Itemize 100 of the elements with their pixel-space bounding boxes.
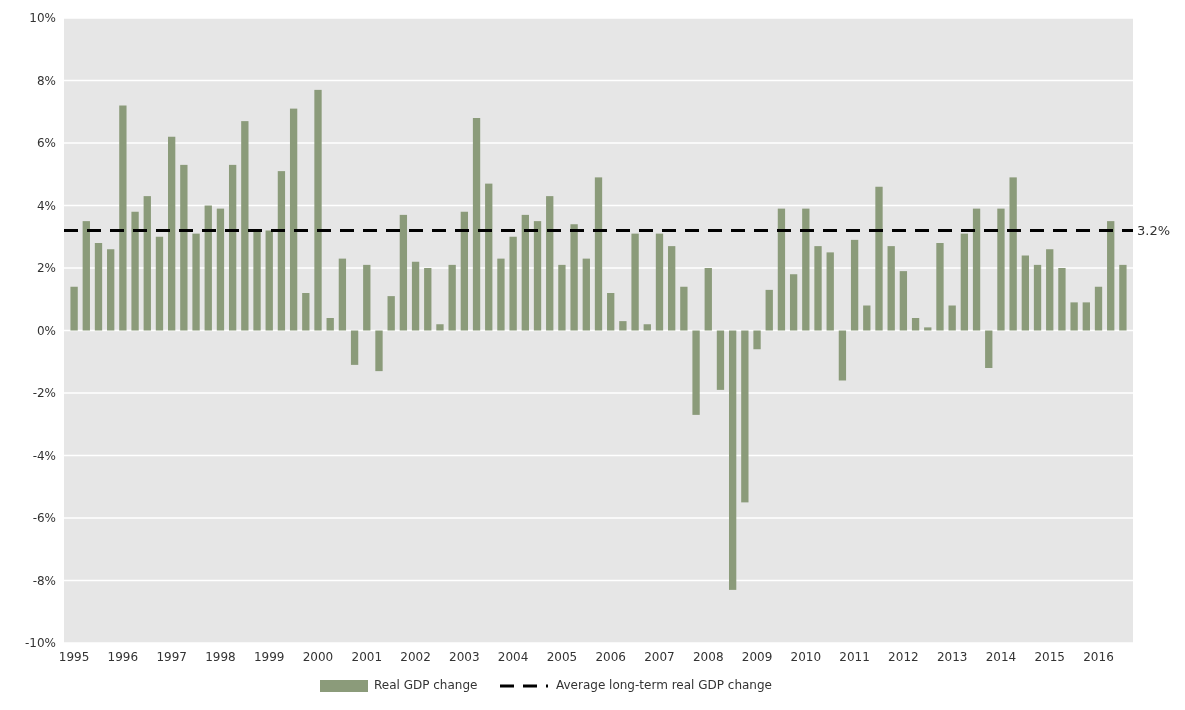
bar: [192, 233, 200, 331]
bar: [1070, 302, 1078, 331]
y-tick-label: 6%: [36, 136, 56, 151]
bar: [765, 289, 773, 331]
bar: [436, 324, 444, 331]
x-tick-label: 1996: [107, 650, 139, 664]
bar: [972, 208, 981, 331]
bar: [594, 177, 603, 331]
bar: [985, 330, 993, 368]
x-tick-label: 2016: [1083, 650, 1114, 664]
x-tick-label: 1999: [253, 650, 285, 664]
bar: [643, 324, 651, 331]
bar: [204, 205, 212, 331]
y-tick-label: -8%: [32, 573, 56, 588]
bar: [1119, 264, 1127, 331]
bar: [1021, 255, 1029, 331]
bar: [485, 183, 493, 331]
bar: [497, 258, 505, 331]
x-tick-label: 1997: [156, 650, 187, 664]
x-tick-label: 1995: [58, 650, 90, 664]
bar: [107, 249, 115, 331]
bar: [668, 246, 676, 331]
bar: [180, 164, 188, 331]
bar: [875, 186, 883, 331]
bar: [1058, 268, 1066, 331]
bar: [155, 236, 164, 331]
bar: [960, 233, 969, 331]
bar: [814, 246, 822, 331]
bar: [460, 211, 469, 331]
bar: [119, 105, 127, 331]
bar: [802, 208, 810, 331]
bar: [948, 305, 956, 331]
bar: [411, 261, 420, 331]
bar: [131, 211, 139, 331]
bar: [168, 136, 176, 331]
x-tick-label: 2005: [546, 650, 578, 664]
bar: [143, 196, 151, 331]
bar: [387, 296, 395, 331]
bar: [1046, 249, 1054, 331]
bar: [704, 268, 712, 331]
bar: [448, 264, 456, 331]
y-tick-label: -2%: [32, 386, 56, 401]
x-tick-label: 2003: [449, 650, 480, 664]
x-tick-label: 2001: [351, 650, 383, 664]
bar: [375, 330, 383, 372]
bar: [741, 330, 749, 503]
x-tick-label: 2002: [400, 650, 431, 664]
bar: [850, 239, 859, 331]
bar: [533, 221, 542, 331]
bar: [302, 293, 310, 331]
bar: [899, 271, 908, 331]
bar: [289, 108, 298, 331]
bar: [521, 214, 529, 331]
x-tick-label: 2007: [644, 650, 675, 664]
y-tick-label: 8%: [36, 73, 56, 88]
bar: [1082, 302, 1090, 331]
bar: [399, 214, 408, 331]
bar: [789, 274, 798, 331]
legend-label: Real GDP change: [374, 678, 478, 693]
text: Average long-term real GDP change: [556, 678, 772, 693]
bar: [619, 321, 627, 331]
bar: [826, 252, 834, 331]
bar: [94, 243, 103, 331]
x-tick-label: 2012: [888, 650, 919, 664]
y-tick-label: -10%: [24, 636, 56, 651]
bar: [363, 264, 371, 331]
bar: [314, 89, 322, 331]
bar: [1009, 177, 1017, 331]
bar: [216, 208, 225, 331]
x-tick-label: 2008: [692, 650, 724, 664]
y-tick-label: 4%: [36, 198, 56, 213]
bar: [82, 221, 90, 331]
bar: [936, 243, 944, 331]
bar: [728, 330, 737, 590]
ref-line-label: 3.2%: [1137, 223, 1171, 239]
bar: [997, 208, 1005, 331]
y-tick-label: 0%: [36, 323, 56, 338]
bar: [1107, 221, 1115, 331]
bar: [753, 330, 761, 350]
bar: [558, 264, 566, 331]
x-tick-label: 2014: [985, 650, 1017, 664]
y-tick-label: 10%: [29, 11, 56, 26]
bar: [326, 318, 334, 331]
x-tick-label: 2004: [497, 650, 529, 664]
x-tick-label: 2009: [741, 650, 773, 664]
bar: [924, 327, 932, 331]
y-tick-label: -6%: [32, 511, 56, 526]
x-tick-label: 1998: [205, 650, 236, 664]
bar: [424, 268, 432, 331]
bar: [241, 121, 249, 331]
x-tick-label: 2013: [936, 650, 968, 664]
bar: [680, 286, 688, 331]
bar: [253, 230, 261, 331]
bar: [631, 233, 639, 331]
bar: [1033, 264, 1042, 331]
bar: [777, 208, 786, 331]
y-tick-label: -4%: [32, 448, 56, 463]
bar: [911, 318, 920, 331]
bar: [655, 233, 664, 331]
y-tick-label: 2%: [36, 261, 56, 276]
